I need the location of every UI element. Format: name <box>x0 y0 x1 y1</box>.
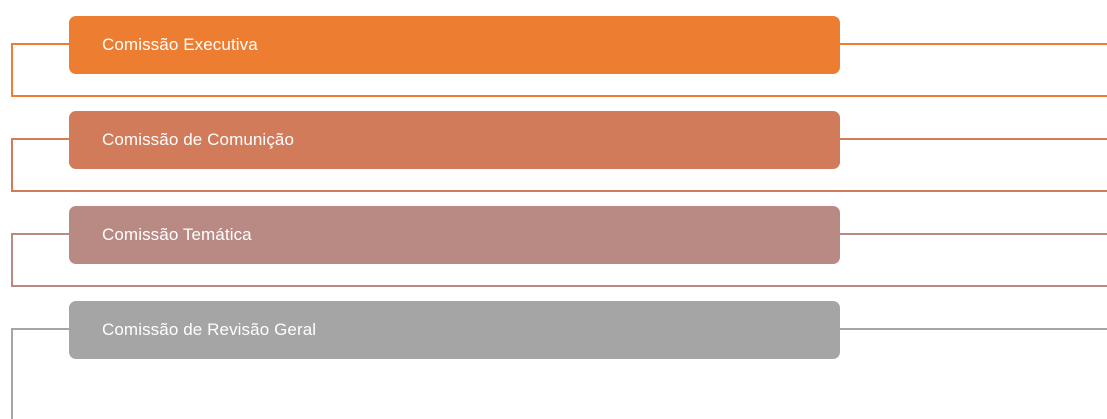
committee-row: Comissão de Revisão Geral <box>0 285 1107 419</box>
right-connector-line <box>840 233 1107 235</box>
bracket-frame <box>11 43 1107 97</box>
committee-box-thematic: Comissão Temática <box>69 206 840 264</box>
left-connector-line <box>11 233 69 235</box>
bracket-frame <box>11 138 1107 192</box>
committee-row: Comissão de Comunição <box>0 95 1107 192</box>
bracket-frame <box>11 328 1107 419</box>
right-connector-line <box>840 138 1107 140</box>
bracket-frame <box>11 233 1107 287</box>
committee-row: Comissão Temática <box>0 190 1107 287</box>
left-connector-line <box>11 43 69 45</box>
left-connector-line <box>11 138 69 140</box>
left-connector-line <box>11 328 69 330</box>
committee-label: Comissão Executiva <box>102 35 258 54</box>
right-connector-line <box>840 328 1107 330</box>
committee-box-executive: Comissão Executiva <box>69 16 840 74</box>
committee-label: Comissão de Comunição <box>102 130 295 149</box>
committee-box-communication: Comissão de Comunição <box>69 111 840 169</box>
committee-label: Comissão Temática <box>102 225 252 244</box>
committee-label: Comissão de Revisão Geral <box>102 320 317 339</box>
committee-row: Comissão Executiva <box>0 0 1107 97</box>
right-connector-line <box>840 43 1107 45</box>
committee-box-general-review: Comissão de Revisão Geral <box>69 301 840 359</box>
